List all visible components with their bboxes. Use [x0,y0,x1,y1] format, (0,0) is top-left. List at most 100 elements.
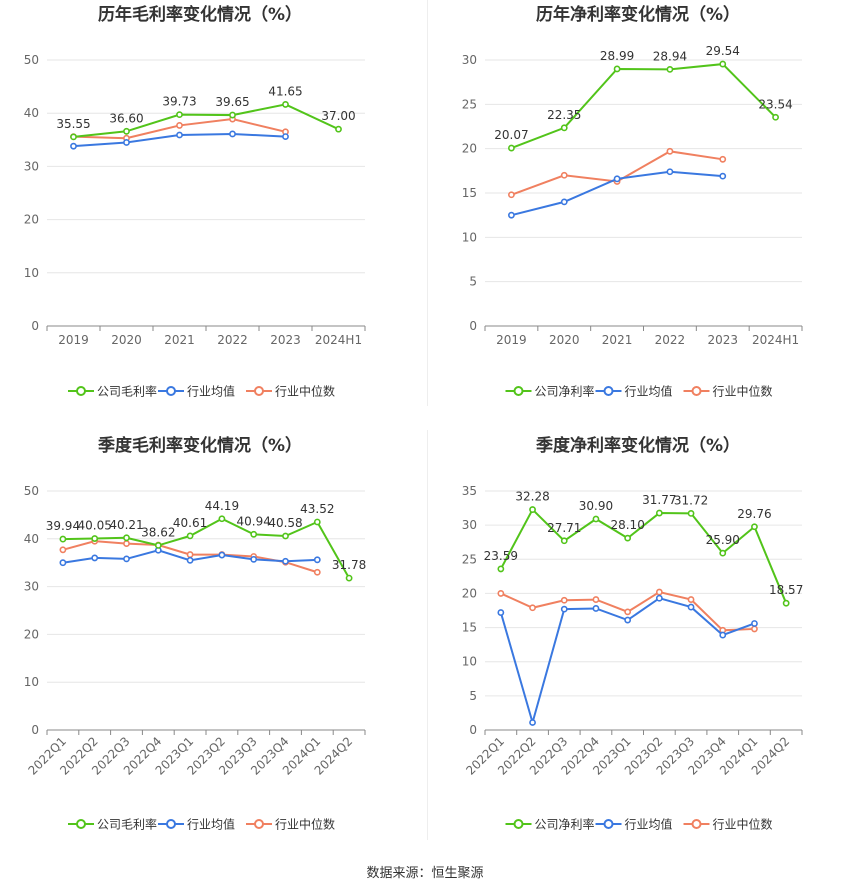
y-tick-label: 0 [31,319,39,333]
data-point [666,147,674,155]
legend-marker [513,819,524,829]
data-point [655,594,663,602]
y-tick-label: 10 [24,266,39,280]
data-point [70,133,77,141]
data-point [313,518,321,526]
data-label: 23.59 [484,549,518,563]
data-point [335,125,342,133]
chart-title: 历年毛利率变化情况（%） [98,4,302,25]
y-tick-label: 0 [469,319,477,333]
data-point [123,555,130,563]
legend-label: 行业中位数 [275,384,335,399]
data-point [282,532,289,540]
x-tick-label: 2022 [217,333,248,347]
data-label: 30.90 [579,499,613,513]
y-tick-label: 10 [24,675,39,689]
data-point [751,523,758,531]
data-point [59,546,67,554]
legend-marker [254,386,264,396]
y-tick-label: 30 [462,53,477,67]
y-tick-label: 40 [24,106,39,120]
legend-label: 行业均值 [625,384,673,399]
legend-marker [691,386,702,396]
data-point [345,574,353,582]
data-point [624,616,632,624]
data-label: 41.65 [268,84,302,98]
data-label: 22.35 [547,108,581,122]
legend-marker [513,386,524,396]
data-point [529,506,536,513]
data-label: 29.54 [706,44,740,58]
data-point [508,144,515,152]
data-point [497,565,505,573]
data-label: 39.94 [46,519,80,533]
y-tick-label: 30 [24,159,39,173]
y-tick-label: 50 [24,484,39,498]
data-point [687,509,695,517]
data-point [592,596,600,603]
legend-label: 公司毛利率 [97,384,157,399]
legend-label: 公司毛利率 [97,817,157,832]
data-point [719,60,727,68]
data-point [313,568,321,576]
y-tick-label: 40 [24,532,39,546]
y-tick-label: 25 [462,97,477,111]
legend-item: 公司毛利率 [68,384,157,399]
data-point [229,130,236,138]
data-point [497,590,505,597]
y-tick-label: 50 [24,53,39,67]
chart-1: 历年毛利率变化情况（%） 0 10 20 30 40 50 2019 2020 2021 2022 2… [24,4,366,399]
data-point [624,608,632,616]
data-point [123,534,130,542]
data-point [59,535,67,543]
data-label: 27.71 [547,521,581,535]
x-tick-label: 2019 [496,333,527,347]
x-tick-label: 2024H1 [752,333,799,347]
data-point [218,515,226,523]
chart-2: 历年净利率变化情况（%） 0 5 10 15 20 25 30 2019 2020 2021 2022… [462,4,803,399]
data-point [560,124,568,132]
data-label: 31.72 [674,493,708,507]
data-label: 31.77 [642,493,676,507]
data-label: 18.57 [769,583,803,597]
legend-marker [76,386,86,396]
data-label: 39.73 [162,95,196,109]
y-tick-label: 25 [462,552,477,566]
data-label: 23.54 [758,97,792,111]
legend-marker [254,819,264,829]
data-label: 25.90 [706,533,740,547]
y-tick-label: 20 [24,213,39,227]
data-label: 38.62 [141,525,175,539]
y-tick-label: 20 [462,142,477,156]
data-point [186,556,194,564]
y-tick-label: 10 [462,230,477,244]
data-point [508,191,515,199]
data-label: 28.94 [653,49,687,63]
legend-item: 行业均值 [158,384,235,399]
legend-item: 行业均值 [158,817,235,832]
data-point [59,559,67,567]
data-label: 31.78 [332,558,366,572]
y-tick-label: 35 [462,484,477,498]
x-tick-label: 2023 [270,333,301,347]
series-line-1 [511,63,777,149]
legend-item: 公司净利率 [505,817,595,832]
data-point [282,101,289,108]
data-point [229,111,236,119]
y-tick-label: 30 [24,580,39,594]
data-point [719,172,727,180]
data-point [529,604,536,612]
vertical-divider-top [427,0,428,406]
data-label: 36.60 [109,111,143,125]
data-point [687,596,695,603]
data-label: 43.52 [300,502,334,516]
data-point [176,131,183,139]
data-point [560,537,568,545]
data-point [123,127,130,135]
y-tick-label: 15 [462,621,477,635]
legend-marker [166,386,176,396]
data-label: 32.28 [515,490,549,504]
legend-label: 公司净利率 [535,384,595,399]
legend-item: 公司毛利率 [68,817,157,832]
